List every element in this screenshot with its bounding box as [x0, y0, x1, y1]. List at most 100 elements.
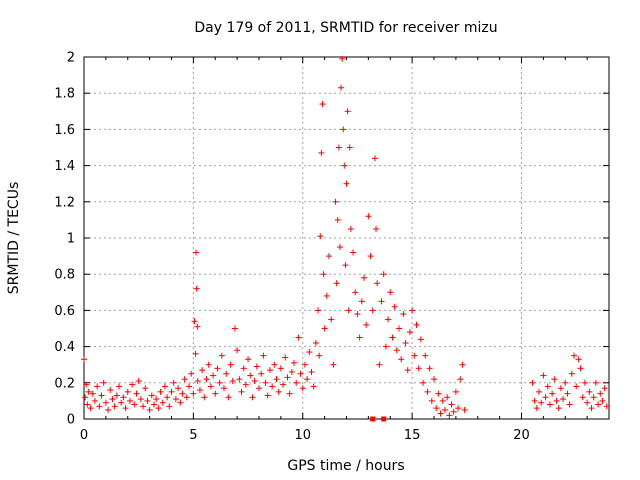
data-point: [118, 399, 125, 406]
data-point: [116, 383, 122, 390]
data-point: [389, 334, 396, 341]
data-point: [308, 368, 315, 375]
data-point: [120, 394, 127, 401]
x-tick-label: 10: [294, 428, 311, 443]
data-point: [262, 379, 269, 386]
data-point: [577, 365, 584, 372]
data-point: [295, 334, 302, 341]
data-point: [533, 405, 540, 412]
data-point: [452, 388, 459, 395]
data-point: [391, 303, 398, 310]
data-point: [247, 372, 254, 379]
data-point: [199, 367, 206, 374]
data-point: [284, 374, 291, 381]
data-point: [251, 377, 258, 384]
data-point: [87, 405, 94, 412]
data-point: [159, 399, 166, 406]
data-point: [344, 108, 351, 115]
data-point: [81, 356, 87, 363]
data-point: [333, 280, 340, 287]
data-point: [94, 383, 101, 390]
axis-ticks: [83, 56, 610, 420]
data-point: [459, 361, 466, 368]
data-point: [316, 352, 323, 359]
data-point: [420, 379, 427, 386]
data-point: [194, 377, 201, 384]
data-point: [286, 390, 293, 397]
data-point: [166, 403, 173, 410]
data-point: [227, 361, 234, 368]
y-tick-label: 1.4: [54, 159, 75, 174]
data-point: [194, 323, 201, 330]
data-point: [546, 401, 553, 408]
data-point: [280, 381, 287, 388]
data-point: [288, 368, 295, 375]
y-axis-label: SRMTID / TECUs: [6, 182, 22, 295]
data-point: [433, 405, 440, 412]
data-point: [439, 397, 446, 404]
data-point: [193, 285, 200, 292]
data-point: [342, 262, 349, 269]
data-point: [192, 350, 199, 357]
data-point: [317, 233, 324, 240]
data-point: [212, 390, 219, 397]
data-point: [151, 401, 157, 408]
data-point: [371, 155, 378, 162]
data-point: [100, 379, 107, 386]
data-point: [538, 399, 545, 406]
data-point: [431, 376, 437, 383]
data-point: [553, 397, 560, 404]
y-tick-label: 0.6: [54, 304, 75, 319]
data-point: [140, 403, 147, 410]
data-point: [168, 388, 175, 395]
data-point: [297, 370, 304, 377]
y-tick-label: 1.2: [54, 195, 75, 210]
data-point: [153, 396, 160, 403]
data-point: [584, 399, 591, 406]
data-point: [457, 376, 464, 383]
data-point: [186, 383, 192, 390]
data-point: [536, 388, 542, 395]
data-point: [343, 180, 350, 187]
y-tick-labels: 0 0.2 0.4 0.6 0.8 1 1.2 1.4 1.6 1.8 2: [54, 51, 75, 428]
data-point: [146, 406, 153, 413]
y-tick-label: 0: [67, 413, 75, 428]
data-point: [367, 253, 374, 260]
data-point: [599, 397, 606, 404]
data-point: [424, 388, 431, 395]
data-point: [91, 397, 98, 404]
data-point: [542, 394, 549, 401]
data-point: [590, 394, 597, 401]
data-point: [345, 307, 352, 314]
data-point: [107, 387, 114, 394]
data-point: [340, 126, 347, 133]
data-point: [277, 365, 284, 372]
data-point: [89, 390, 96, 397]
data-point: [446, 412, 453, 419]
data-point: [111, 403, 118, 410]
data-point: [201, 394, 208, 401]
y-tick-label: 0.2: [54, 376, 75, 391]
data-point: [229, 377, 236, 384]
data-point: [358, 298, 365, 305]
data-point: [444, 394, 451, 401]
data-point: [581, 379, 588, 386]
data-point: [422, 352, 429, 359]
data-point: [221, 385, 227, 392]
data-point: [148, 392, 155, 399]
zero-marker: [381, 416, 387, 422]
x-tick-label: 15: [404, 428, 421, 443]
data-point: [109, 396, 116, 403]
data-point: [346, 144, 353, 151]
data-point: [216, 379, 223, 386]
data-point: [301, 361, 308, 368]
data-point: [82, 394, 89, 401]
data-point: [260, 352, 267, 359]
x-tick-labels: 0 5 10 15 20: [80, 428, 530, 443]
data-point: [181, 376, 188, 383]
y-tick-label: 0.8: [54, 268, 75, 283]
data-point: [299, 385, 306, 392]
data-point: [266, 367, 273, 374]
data-point: [196, 387, 203, 394]
